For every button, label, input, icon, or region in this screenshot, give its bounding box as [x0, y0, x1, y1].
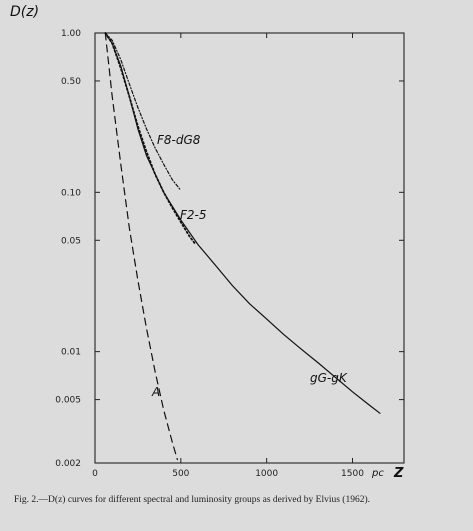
series-label: gG-gK: [310, 371, 348, 385]
series-label: F2-5: [180, 208, 207, 222]
y-tick-label: 0.01: [61, 348, 81, 358]
series-line-f2-5: [104, 32, 196, 244]
plot-frame: [94, 32, 405, 464]
x-axis-label: Z: [393, 466, 404, 481]
ylabel: D(z): [10, 4, 40, 20]
y-tick-label: 0.002: [55, 459, 81, 469]
series-line-f8-dg8: [104, 32, 182, 191]
y-tick-label: 0.005: [55, 396, 81, 406]
y-tick-label: 1.00: [61, 29, 81, 39]
y-tick-label: 0.10: [61, 188, 81, 198]
figure-caption: Fig. 2.—D(z) curves for different spectr…: [14, 495, 370, 505]
x-axis-label-group: pc Z: [371, 466, 404, 481]
series-lines: [104, 32, 381, 461]
axes: [94, 32, 405, 464]
x-tick-label: 0: [92, 469, 98, 479]
series-labels: gG-gK F8-dG8 F2-5 A: [151, 133, 348, 399]
series-line-gg-gk: [104, 32, 381, 414]
x-tick-label: 1000: [255, 469, 278, 479]
y-tick-label: 0.50: [61, 77, 81, 87]
series-line-a: [104, 32, 178, 461]
ticks: 0 500 1000 1500 1.00 0.50 0.10 0.05 0.01 0.005 0.0…: [55, 29, 404, 479]
x-tick-label: 500: [172, 469, 189, 479]
series-label: A: [151, 385, 160, 399]
x-axis-unit: pc: [371, 468, 384, 479]
y-tick-label: 0.05: [61, 236, 81, 246]
series-label: F8-dG8: [157, 133, 201, 147]
x-tick-label: 1500: [341, 469, 364, 479]
